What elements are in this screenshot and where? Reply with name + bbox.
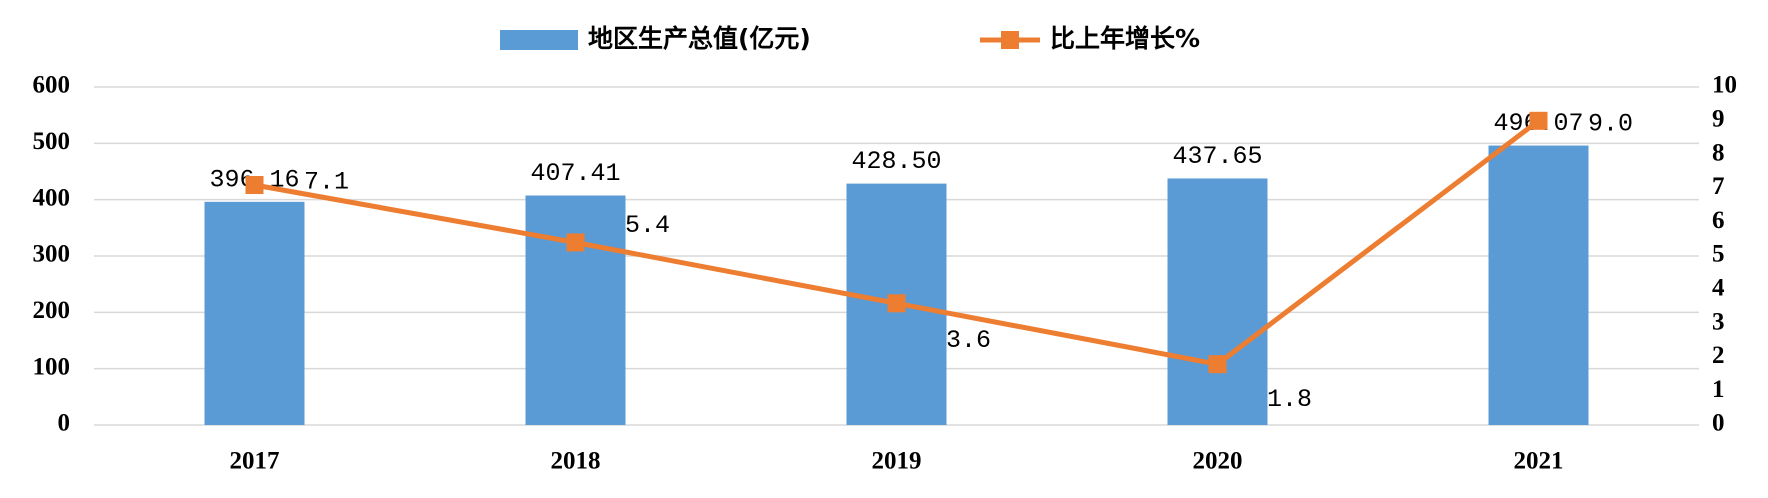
- line-marker: [245, 176, 264, 195]
- data-label: 7.1: [304, 168, 349, 197]
- bar: [204, 201, 305, 425]
- y-tick-label: 600: [33, 72, 71, 99]
- legend-label: 地区生产总值(亿元): [588, 24, 811, 53]
- x-tick-label: 2017: [230, 448, 280, 475]
- bar: [525, 195, 626, 425]
- bar: [1488, 145, 1589, 425]
- y2-tick-label: 7: [1712, 173, 1725, 200]
- y-tick-label: 400: [33, 184, 71, 211]
- y2-tick-label: 0: [1712, 410, 1725, 437]
- y2-tick-label: 4: [1712, 275, 1725, 302]
- y2-tick-label: 2: [1712, 342, 1725, 369]
- y-tick-label: 200: [33, 297, 71, 324]
- y-tick-label: 300: [33, 241, 71, 268]
- x-tick-label: 2021: [1514, 448, 1564, 475]
- y-tick-label: 500: [33, 128, 71, 155]
- data-label: 407.41: [530, 159, 620, 188]
- line-marker: [1529, 111, 1548, 130]
- y-tick-label: 100: [33, 353, 71, 380]
- y2-tick-label: 6: [1712, 207, 1725, 234]
- legend-label: 比上年增长%: [1050, 24, 1200, 53]
- data-label: 5.4: [625, 211, 670, 240]
- line-marker: [1208, 355, 1227, 374]
- legend-marker: [1001, 31, 1019, 49]
- line-marker: [887, 294, 906, 313]
- y2-tick-label: 8: [1712, 139, 1725, 166]
- y2-tick-label: 10: [1712, 72, 1737, 99]
- y2-tick-label: 5: [1712, 241, 1725, 268]
- data-label: 428.50: [851, 147, 941, 176]
- legend-swatch: [500, 30, 578, 50]
- y-tick-label: 0: [58, 410, 71, 437]
- data-label: 9.0: [1588, 109, 1633, 138]
- y2-tick-label: 3: [1712, 308, 1725, 335]
- line-marker: [566, 233, 585, 252]
- x-tick-label: 2020: [1193, 448, 1243, 475]
- y2-tick-label: 1: [1712, 376, 1725, 403]
- y2-tick-label: 9: [1712, 106, 1725, 133]
- x-tick-label: 2019: [872, 448, 922, 475]
- data-label: 1.8: [1267, 385, 1312, 414]
- x-tick-label: 2018: [551, 448, 601, 475]
- data-label: 3.6: [946, 326, 991, 355]
- bar: [1167, 178, 1268, 425]
- data-label: 437.65: [1172, 142, 1262, 171]
